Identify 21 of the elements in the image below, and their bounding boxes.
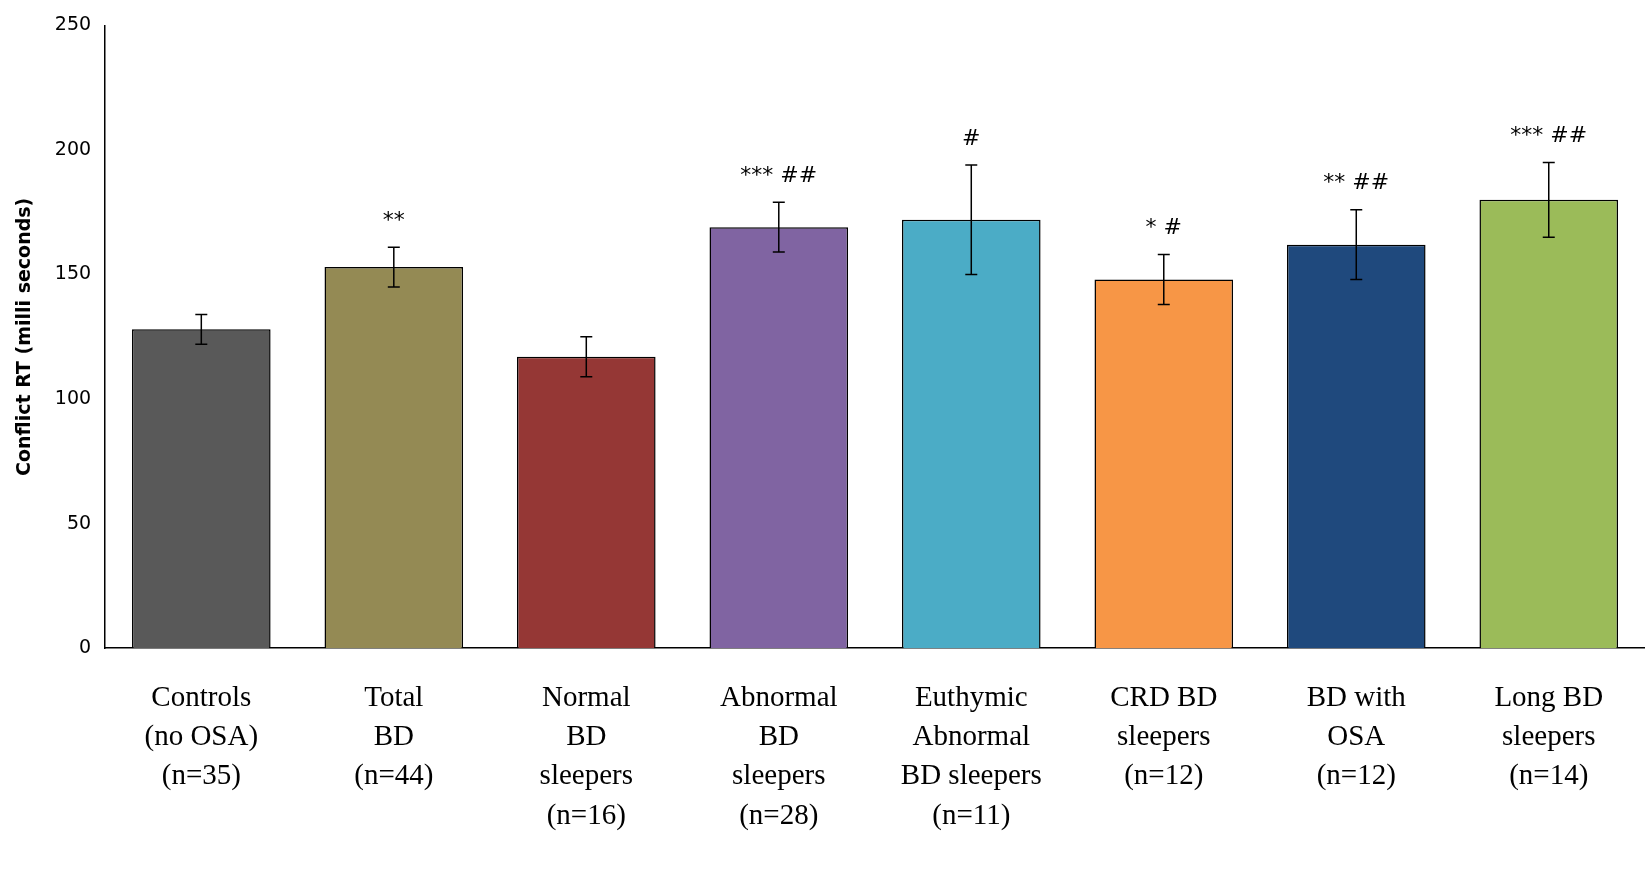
x-tick-label: Normal BD sleepers (n=16): [539, 679, 633, 831]
x-tick-label: Controls (no OSA) (n=35): [144, 679, 259, 792]
annotation: **: [382, 206, 405, 232]
annotation: ** ##: [1323, 169, 1390, 195]
x-tick-label: BD with OSA (n=12): [1306, 679, 1407, 792]
annotation: *** ##: [740, 162, 818, 188]
x-tick-label: Long BD sleepers (n=14): [1494, 679, 1604, 792]
y-tick-label: 50: [66, 510, 92, 533]
y-tick-label: 0: [78, 635, 92, 658]
x-tick-label: Abnormal BD sleepers (n=28): [719, 679, 838, 831]
annotation: #: [962, 124, 981, 150]
y-tick-label: 200: [54, 136, 92, 159]
y-axis-title: Conflict RT (milli seconds): [12, 197, 35, 476]
annotation: * #: [1145, 214, 1182, 240]
x-tick-label: Total BD (n=44): [354, 679, 434, 792]
y-tick-label: 150: [54, 261, 92, 284]
annotation: *** ##: [1510, 122, 1588, 148]
y-tick-label: 250: [54, 12, 92, 35]
y-tick-label: 100: [54, 386, 92, 409]
x-tick-label: CRD BD sleepers (n=12): [1110, 679, 1218, 792]
x-tick-label: Euthymic Abnormal BD sleepers (n=11): [900, 679, 1042, 831]
